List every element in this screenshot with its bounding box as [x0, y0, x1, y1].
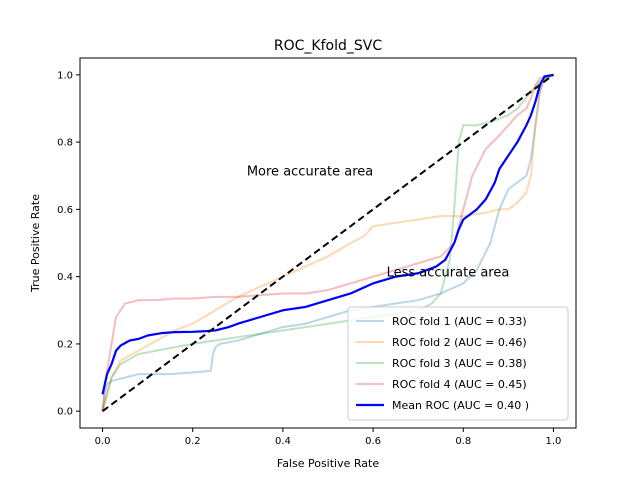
x-tick-label: 0.2: [185, 436, 201, 447]
y-tick-label: 0.6: [57, 205, 73, 216]
y-axis-label: True Positive Rate: [29, 194, 42, 293]
y-tick-label: 0.0: [57, 407, 73, 418]
x-tick-label: 0.8: [455, 436, 471, 447]
annotation-2: Less accurate area: [387, 266, 510, 281]
x-tick-label: 0.4: [275, 436, 291, 447]
legend: ROC fold 1 (AUC = 0.33) ROC fold 2 (AUC =…: [347, 306, 569, 421]
roc-fold-1-line: [101, 73, 554, 412]
axes-frame: [79, 57, 577, 429]
legend-entry: ROC fold 3 (AUC = 0.38): [392, 357, 527, 370]
legend-box: [347, 306, 569, 421]
annotations: More accurate area Less accurate area: [247, 165, 510, 281]
legend-entry: ROC fold 2 (AUC = 0.46): [392, 336, 527, 349]
y-tick-label: 0.8: [57, 138, 73, 149]
y-tick-label: 0.4: [57, 272, 73, 283]
mean-roc-line: [101, 73, 554, 395]
x-axis: 0.0 0.2 0.4 0.6 0.8 1.0: [95, 428, 562, 447]
legend-entry: ROC fold 1 (AUC = 0.33): [392, 315, 527, 328]
y-axis: 0.0 0.2 0.4 0.6 0.8 1.0: [57, 70, 80, 418]
annotation-1: More accurate area: [247, 165, 373, 180]
roc-fold-4-line: [101, 73, 554, 412]
y-tick-label: 1.0: [57, 70, 73, 81]
y-tick-label: 0.2: [57, 339, 73, 350]
legend-entry: ROC fold 4 (AUC = 0.45): [392, 378, 527, 391]
x-tick-label: 0.6: [365, 436, 381, 447]
chart-title: ROC_Kfold_SVC: [274, 38, 382, 54]
chance-diagonal-line: [101, 74, 555, 412]
x-tick-label: 1.0: [546, 436, 562, 447]
x-axis-label: False Positive Rate: [277, 457, 379, 470]
legend-entry: Mean ROC (AUC = 0.40 ): [392, 399, 529, 412]
x-tick-label: 0.0: [95, 436, 111, 447]
roc-fold-2-line: [101, 73, 554, 412]
